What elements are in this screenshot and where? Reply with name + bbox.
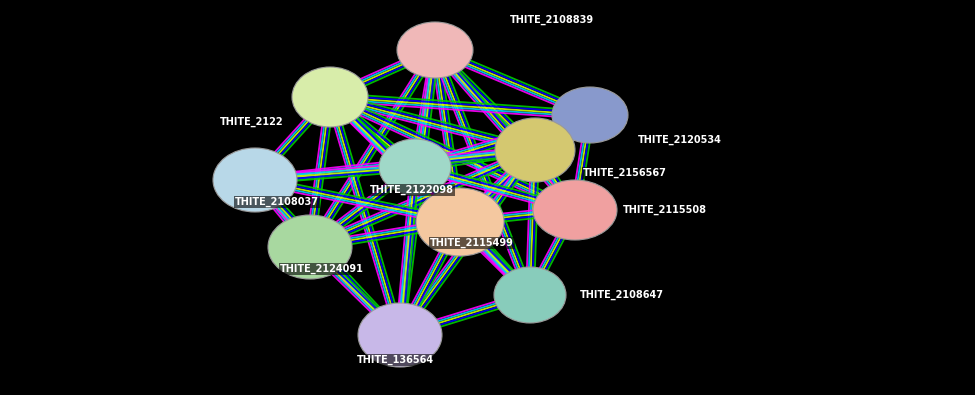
Text: THITE_2156567: THITE_2156567 <box>583 168 667 178</box>
Ellipse shape <box>533 180 617 240</box>
Ellipse shape <box>358 303 442 367</box>
Text: THITE_2120534: THITE_2120534 <box>638 135 722 145</box>
Text: THITE_2115499: THITE_2115499 <box>430 238 514 248</box>
Text: THITE_2122098: THITE_2122098 <box>370 185 454 195</box>
Ellipse shape <box>552 87 628 143</box>
Ellipse shape <box>494 267 566 323</box>
Text: THITE_2115508: THITE_2115508 <box>623 205 707 215</box>
Ellipse shape <box>292 67 368 127</box>
Text: THITE_2108839: THITE_2108839 <box>510 15 594 25</box>
Text: THITE_2108647: THITE_2108647 <box>580 290 664 300</box>
Text: THITE_136564: THITE_136564 <box>357 355 434 365</box>
Ellipse shape <box>416 188 504 256</box>
Text: THITE_2108037: THITE_2108037 <box>235 197 319 207</box>
Text: THITE_2124091: THITE_2124091 <box>280 264 364 274</box>
Ellipse shape <box>495 118 575 182</box>
Ellipse shape <box>397 22 473 78</box>
Text: THITE_2122: THITE_2122 <box>219 117 283 127</box>
Ellipse shape <box>213 148 297 212</box>
Ellipse shape <box>379 139 451 195</box>
Ellipse shape <box>268 215 352 279</box>
